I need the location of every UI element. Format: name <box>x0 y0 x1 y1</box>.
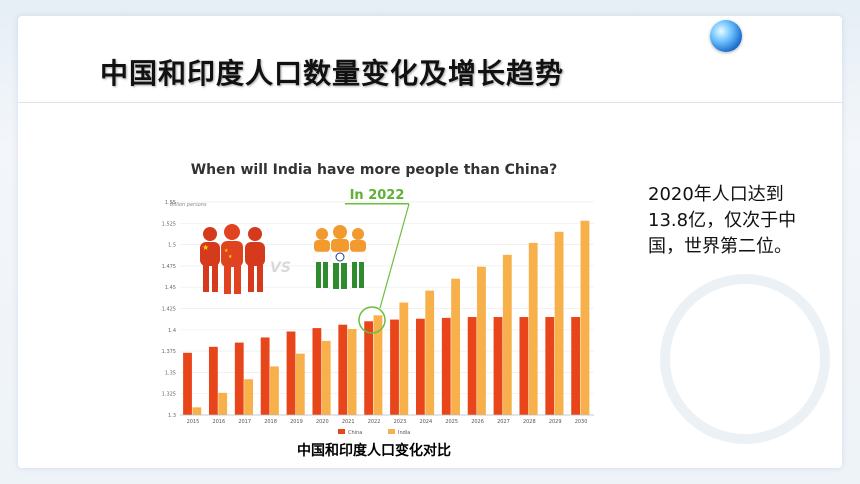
page-title: 中国和印度人口数量变化及增长趋势 <box>100 57 565 90</box>
bar-china-2021 <box>338 324 348 415</box>
bar-china-2028 <box>519 317 529 415</box>
bar-india-2022 <box>373 315 383 415</box>
x-tick-label: 2026 <box>471 419 484 425</box>
bar-china-2030 <box>571 317 581 415</box>
x-tick-label: 2015 <box>187 419 200 425</box>
bar-india-2020 <box>321 340 331 415</box>
y-tick-label: 1.55 <box>165 200 176 206</box>
bar-china-2016 <box>208 346 218 415</box>
bar-india-2026 <box>477 266 486 415</box>
bar-india-2023 <box>399 302 409 415</box>
bar-china-2023 <box>390 319 399 415</box>
legend-label-china: China <box>348 430 362 436</box>
svg-text:★: ★ <box>224 248 229 254</box>
x-tick-labels: 2015 2016 2017 2018 2019 2020 2021 2022 2023 2024… <box>180 414 594 425</box>
y-tick-label: 1.35 <box>165 370 176 376</box>
bar-india-2016 <box>218 392 228 415</box>
x-tick-label: 2029 <box>549 419 562 425</box>
bar-india-2015 <box>192 407 202 415</box>
population-bar-chart: When will India have more people than Ch… <box>162 162 594 436</box>
x-tick-label: 2021 <box>342 419 355 425</box>
legend-swatch-india <box>388 429 395 434</box>
bar-china-2017 <box>234 342 244 415</box>
bar-india-2025 <box>451 278 460 415</box>
globe-icon <box>710 20 742 52</box>
y-tick-label: 1.5 <box>168 243 176 249</box>
bar-india-2029 <box>554 231 564 415</box>
chart-legend: China India <box>338 429 410 436</box>
callout-label: In 2022 <box>350 188 405 203</box>
x-tick-label: 2018 <box>264 419 277 425</box>
bar-china-2029 <box>545 317 555 415</box>
y-tick-label: 1.45 <box>165 285 176 291</box>
y-tick-label: 1.3 <box>168 413 176 419</box>
x-tick-label: 2028 <box>523 419 536 425</box>
bar-india-2024 <box>425 290 435 415</box>
svg-text:★: ★ <box>202 243 209 252</box>
y-tick-label: 1.475 <box>162 264 176 270</box>
x-tick-label: 2022 <box>368 419 381 425</box>
bar-china-2015 <box>183 352 192 415</box>
x-tick-label: 2017 <box>238 419 251 425</box>
chart-title: When will India have more people than Ch… <box>191 162 558 178</box>
legend-label-india: India <box>398 430 410 436</box>
chart-frame: When will India have more people than Ch… <box>148 150 600 438</box>
bar-china-2026 <box>467 317 477 415</box>
x-tick-label: 2023 <box>394 419 407 425</box>
legend-swatch-china <box>338 429 345 434</box>
crossover-callout: In 2022 <box>345 188 410 334</box>
bar-china-2018 <box>260 337 270 415</box>
y-tick-label: 1.425 <box>162 307 176 313</box>
bar-india-2028 <box>528 242 538 415</box>
y-tick-label: 1.325 <box>162 392 176 398</box>
x-tick-label: 2027 <box>497 419 510 425</box>
title-bar <box>18 16 842 103</box>
x-tick-label: 2024 <box>419 419 432 425</box>
y-tick-label: 1.525 <box>162 221 176 227</box>
x-tick-label: 2025 <box>445 419 458 425</box>
bar-india-2021 <box>347 328 357 415</box>
bar-china-2025 <box>441 317 451 415</box>
y-unit-label: Billion persons <box>170 202 207 208</box>
bar-series <box>183 220 590 415</box>
bar-india-2030 <box>580 220 590 415</box>
watermark-logo <box>660 274 830 444</box>
side-description: 2020年人口达到13.8亿，仅次于中国，世界第二位。 <box>648 184 797 257</box>
y-tick-label: 1.4 <box>168 328 176 334</box>
bar-india-2017 <box>244 379 253 415</box>
bar-china-2019 <box>286 331 296 415</box>
bar-india-2027 <box>502 254 512 415</box>
china-people-icon: ★ ★ ★ <box>200 224 265 294</box>
bar-china-2027 <box>493 317 503 415</box>
bar-china-2020 <box>312 328 322 415</box>
bar-china-2022 <box>364 321 374 415</box>
x-tick-label: 2030 <box>575 419 588 425</box>
bar-india-2018 <box>270 366 279 415</box>
x-tick-label: 2020 <box>316 419 329 425</box>
y-tick-labels: 1.3 1.325 1.35 1.375 1.4 1.425 1.45 1.475 1.5 1.5… <box>162 200 176 419</box>
vs-label: VS <box>270 260 291 276</box>
svg-text:★: ★ <box>228 254 233 260</box>
bar-india-2019 <box>295 353 305 415</box>
y-tick-label: 1.375 <box>162 349 176 355</box>
x-tick-label: 2016 <box>212 419 225 425</box>
x-tick-label: 2019 <box>290 419 303 425</box>
india-people-icon <box>313 225 367 289</box>
bar-china-2024 <box>415 318 425 415</box>
chart-caption: 中国和印度人口变化对比 <box>297 443 451 459</box>
